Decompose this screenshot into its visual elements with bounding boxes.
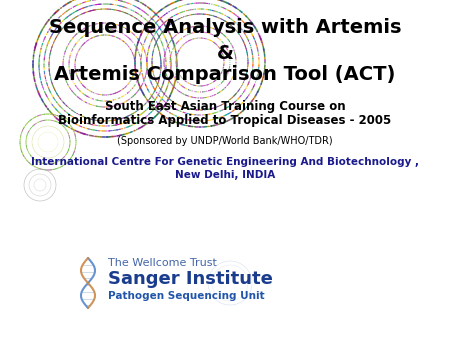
Text: The Wellcome Trust: The Wellcome Trust (108, 258, 217, 268)
Text: International Centre For Genetic Engineering And Biotechnology ,: International Centre For Genetic Enginee… (31, 157, 419, 167)
Text: Bioinformatics Applied to Tropical Diseases - 2005: Bioinformatics Applied to Tropical Disea… (58, 114, 392, 127)
Text: Sanger Institute: Sanger Institute (108, 270, 273, 288)
Text: (Sponsored by UNDP/World Bank/WHO/TDR): (Sponsored by UNDP/World Bank/WHO/TDR) (117, 136, 333, 146)
Text: Artemis Comparison Tool (ACT): Artemis Comparison Tool (ACT) (54, 65, 396, 84)
Text: Pathogen Sequencing Unit: Pathogen Sequencing Unit (108, 291, 265, 301)
Text: South East Asian Training Course on: South East Asian Training Course on (105, 100, 345, 113)
Text: Sequence Analysis with Artemis: Sequence Analysis with Artemis (49, 18, 401, 37)
Text: &: & (216, 44, 234, 63)
Text: New Delhi, INDIA: New Delhi, INDIA (175, 170, 275, 180)
